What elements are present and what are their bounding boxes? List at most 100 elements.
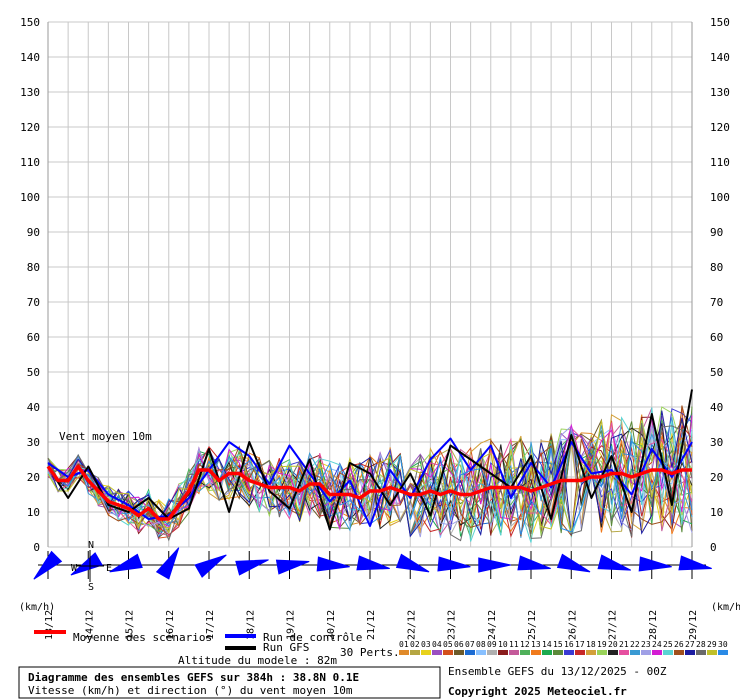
ytick-right: 40	[710, 401, 723, 414]
wind-arrow	[316, 556, 350, 572]
wind-arrow	[597, 554, 632, 571]
x-axis-dates: 13/12 14/12 15/12 16/12 17/12 18/12 19/12 20/12…	[44, 610, 699, 640]
wind-arrow	[556, 553, 591, 573]
pert-swatch-14	[542, 650, 552, 655]
ytick-right: 50	[710, 366, 723, 379]
wind-arrow	[275, 559, 310, 575]
pert-swatch-04	[432, 650, 442, 655]
pert-id-27: 27	[685, 640, 695, 649]
wind-arrow	[235, 559, 269, 576]
xtick-date: 17/12	[205, 610, 216, 640]
pert-id-16: 16	[564, 640, 574, 649]
mean-line	[46, 464, 692, 521]
ytick-right: 0	[710, 541, 717, 554]
pert-swatch-09	[487, 650, 497, 655]
pert-swatch-15	[553, 650, 563, 655]
ytick-left: 80	[27, 261, 40, 274]
pert-id-18: 18	[586, 640, 596, 649]
pert-id-17: 17	[575, 640, 585, 649]
ytick-left: 90	[27, 226, 40, 239]
pert-id-11: 11	[509, 640, 519, 649]
footer-title: Diagramme des ensembles GEFS sur 384h : …	[28, 671, 359, 684]
legend-control-label: Run de contrôle	[263, 631, 362, 644]
ytick-left: 10	[27, 506, 40, 519]
pert-id-14: 14	[542, 640, 552, 649]
ensemble-info: Ensemble GEFS du 13/12/2025 - 00Z	[448, 665, 667, 678]
ytick-right: 110	[710, 156, 730, 169]
pert-id-23: 23	[641, 640, 651, 649]
legend: Moyenne des scénarios Run de contrôle Ru…	[34, 630, 400, 667]
gfs-run-line	[47, 389, 693, 531]
unit-left: (km/h)	[19, 602, 55, 613]
wind-arrow	[678, 555, 712, 571]
pert-id-28: 28	[696, 640, 706, 649]
pert-swatch-29	[707, 650, 717, 655]
pert-swatch-21	[619, 650, 629, 655]
ytick-right: 90	[710, 226, 723, 239]
ytick-left: 50	[27, 366, 40, 379]
ytick-left: 0	[33, 541, 40, 554]
pert-id-24: 24	[652, 640, 662, 649]
pert-swatch-03	[421, 650, 431, 655]
pert-swatch-28	[696, 650, 706, 655]
ytick-left: 130	[20, 86, 40, 99]
main-series-lines	[46, 389, 693, 531]
pert-id-19: 19	[597, 640, 607, 649]
ytick-right: 130	[710, 86, 730, 99]
compass-rose: N W E S	[71, 540, 112, 593]
ytick-left: 150	[20, 16, 40, 29]
copyright: Copyright 2025 Meteociel.fr	[448, 685, 627, 698]
legend-gfs-label: Run GFS	[263, 641, 309, 654]
ytick-left: 140	[20, 51, 40, 64]
wind-arrow	[638, 556, 672, 572]
xtick-date: 28/12	[648, 610, 659, 640]
xtick-date: 24/12	[487, 610, 498, 640]
ytick-left: 120	[20, 121, 40, 134]
perturbation-line-29	[47, 420, 693, 535]
xtick-date: 14/12	[84, 610, 95, 640]
footer-subtitle: Vitesse (km/h) et direction (°) du vent …	[28, 684, 353, 697]
pert-swatch-20	[608, 650, 618, 655]
y-axis-ticks: 0 0 10 10 20 20 30 30 40 40 50 50 60 60 70 70 80 80 90 90 10…	[20, 16, 730, 554]
pert-id-02: 02	[410, 640, 420, 649]
ytick-left: 60	[27, 331, 40, 344]
perturbations-label: 30 Perts.	[340, 646, 400, 659]
pert-id-30: 30	[718, 640, 728, 649]
pert-swatch-10	[498, 650, 508, 655]
xtick-date: 18/12	[245, 610, 256, 640]
ytick-right: 80	[710, 261, 723, 274]
pert-id-26: 26	[674, 640, 684, 649]
compass-north: N	[88, 540, 94, 551]
pert-id-08: 08	[476, 640, 486, 649]
xtick-date: 13/12	[44, 610, 55, 640]
pert-swatch-25	[663, 650, 673, 655]
pert-id-01: 01	[399, 640, 409, 649]
pert-swatch-19	[597, 650, 607, 655]
perturbation-legend: 01 02 03 04 05 06 07 08 09 10 11 12 13 14 15 16 17 18 19 20…	[399, 640, 728, 655]
ytick-left: 110	[20, 156, 40, 169]
wind-arrow	[395, 553, 430, 573]
pert-id-09: 09	[487, 640, 497, 649]
compass-east: E	[106, 563, 112, 574]
pert-swatch-08	[476, 650, 486, 655]
pert-id-10: 10	[498, 640, 508, 649]
pert-swatch-27	[685, 650, 695, 655]
ytick-left: 70	[27, 296, 40, 309]
wind-arrow	[70, 552, 103, 576]
pert-id-05: 05	[443, 640, 453, 649]
pert-swatch-18	[586, 650, 596, 655]
pert-id-03: 03	[421, 640, 431, 649]
compass-west: W	[71, 563, 78, 574]
ytick-left: 30	[27, 436, 40, 449]
pert-swatch-01	[399, 650, 409, 655]
pert-id-13: 13	[531, 640, 541, 649]
wind-arrow	[109, 553, 143, 573]
xtick-date: 25/12	[527, 610, 538, 640]
wind-arrow	[437, 556, 471, 572]
pert-swatch-02	[410, 650, 420, 655]
wind-arrow	[155, 547, 180, 580]
xtick-date: 21/12	[366, 610, 377, 640]
ytick-right: 100	[710, 191, 730, 204]
ytick-right: 140	[710, 51, 730, 64]
